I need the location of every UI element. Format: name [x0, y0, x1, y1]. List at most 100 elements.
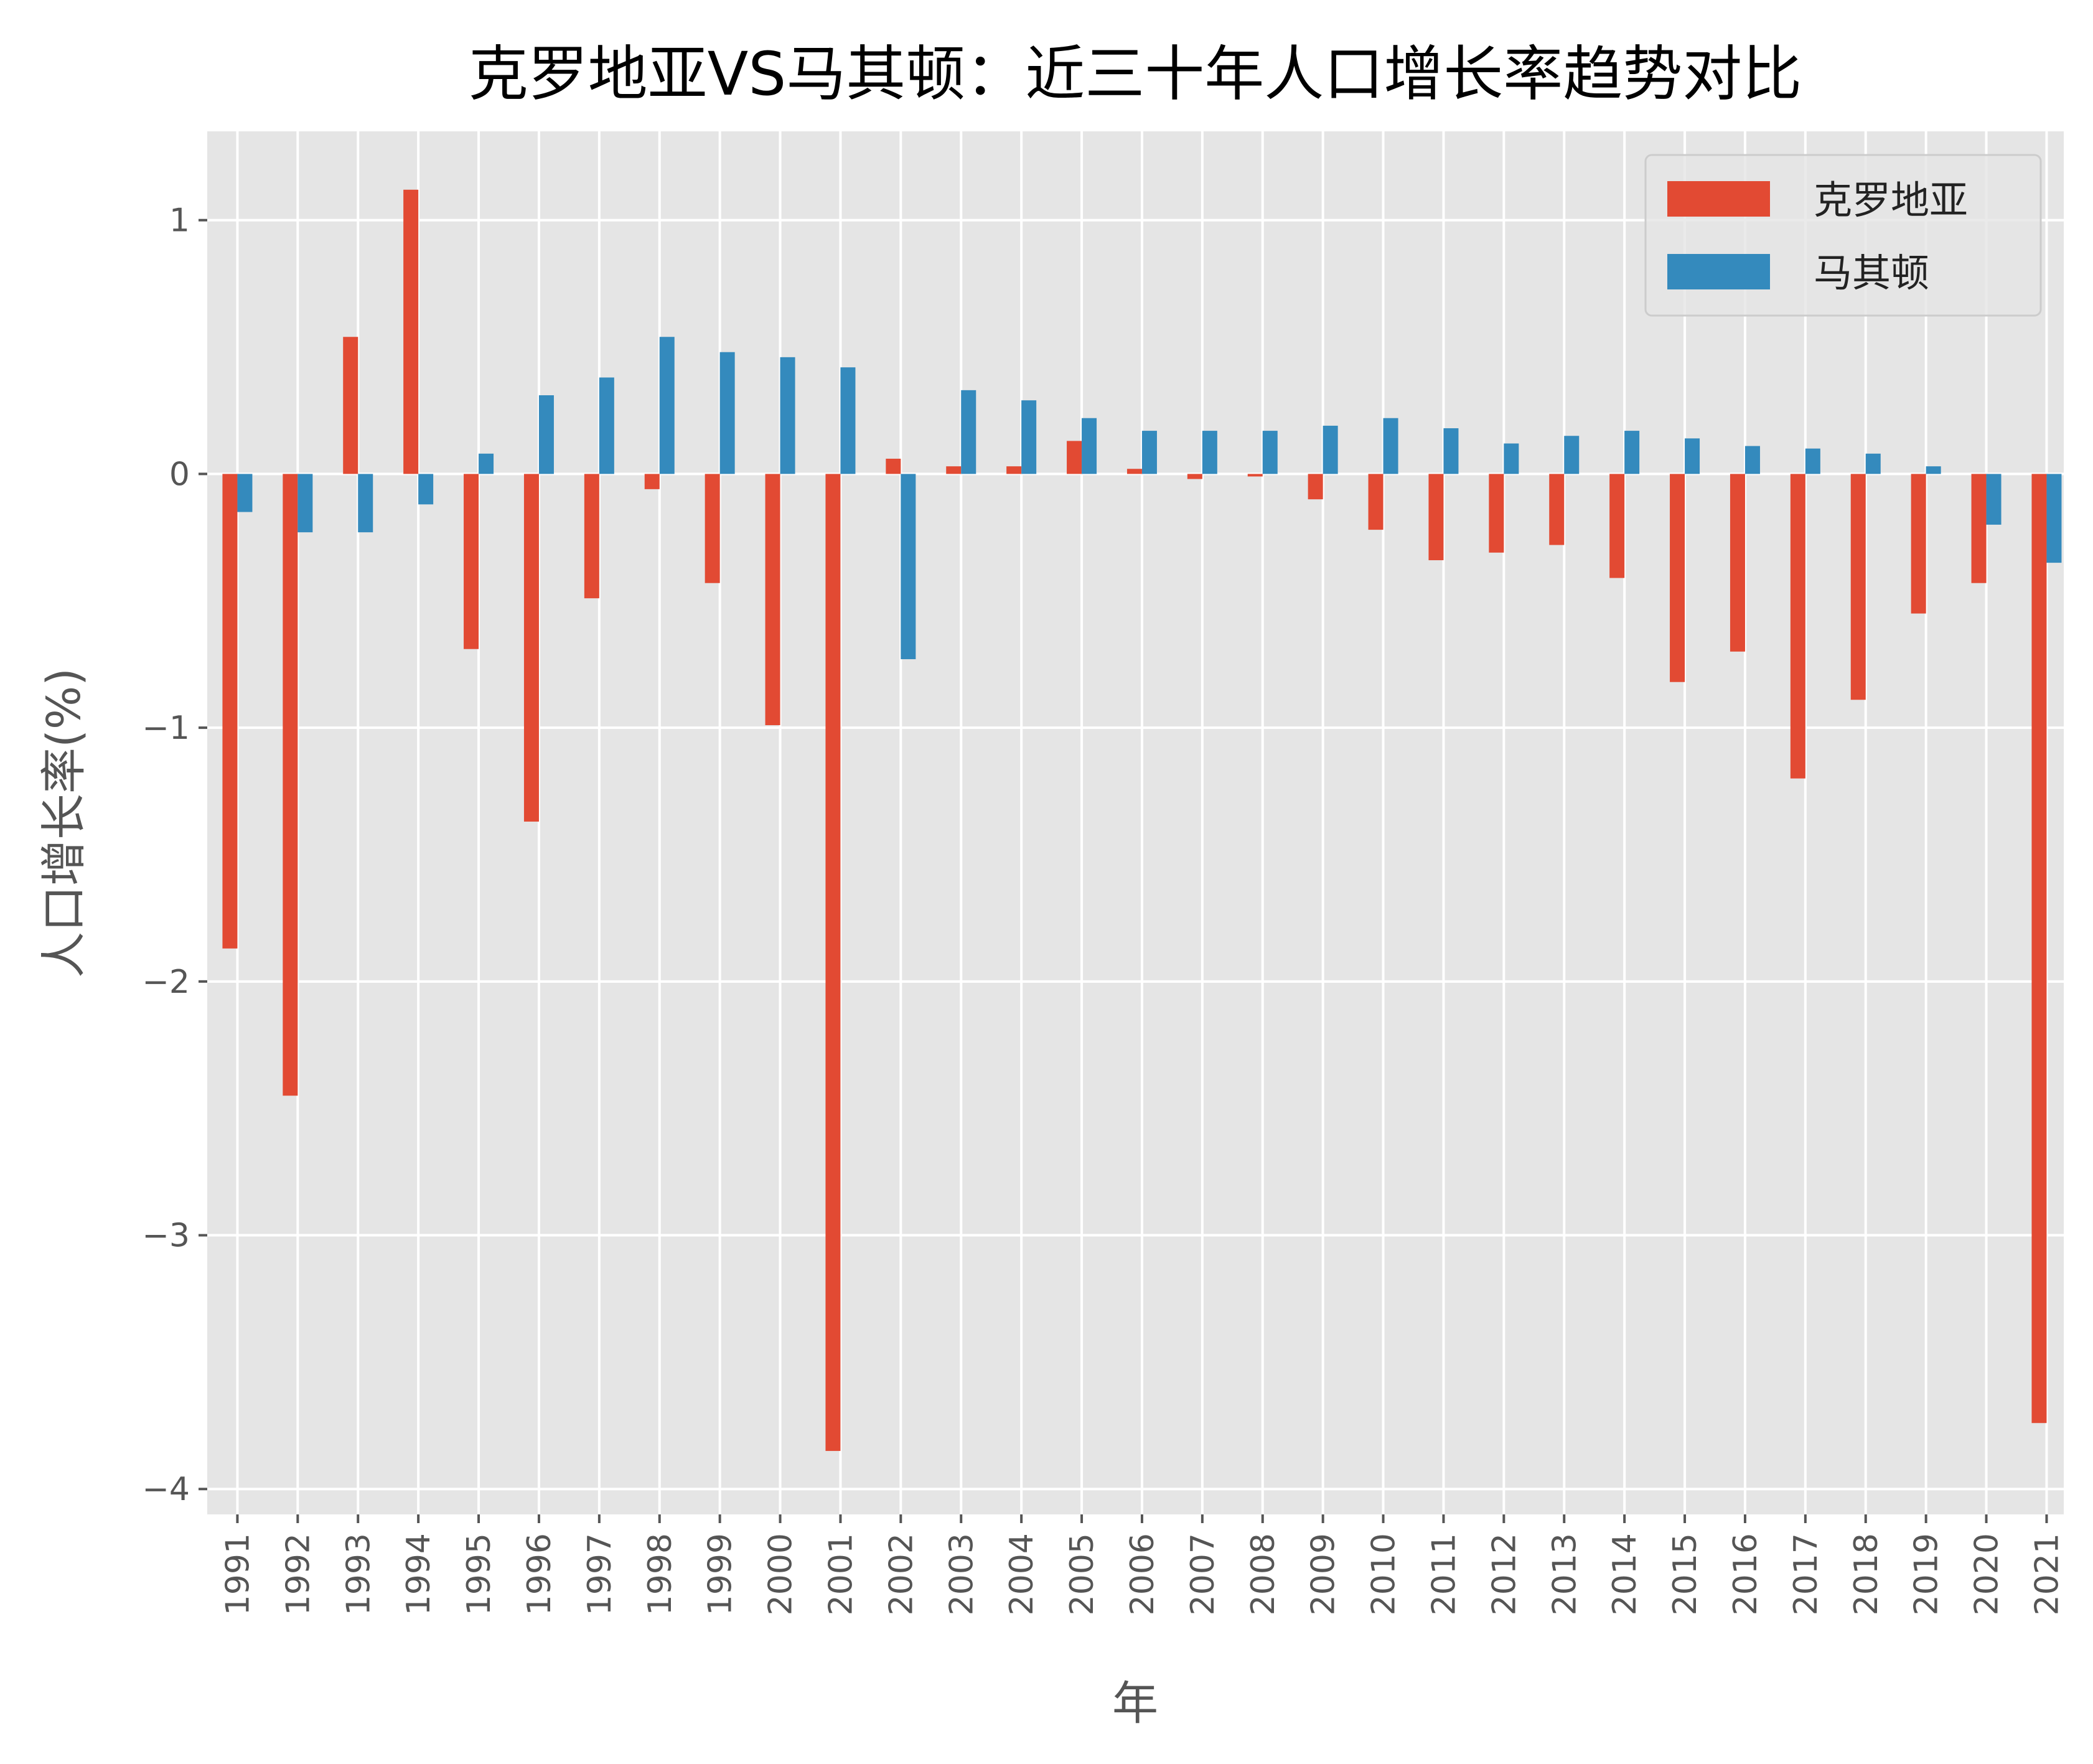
bar-croatia-2018 — [1850, 474, 1866, 700]
y-tick-label: −4 — [142, 1471, 190, 1508]
chart-title: 克罗地亚VS马其顿：近三十年人口增长率趋势对比 — [469, 39, 1802, 109]
bar-croatia-2021 — [2031, 474, 2047, 1424]
bar-macedonia-2001 — [840, 367, 856, 474]
bar-croatia-1994 — [403, 189, 419, 474]
bar-macedonia-2011 — [1443, 428, 1459, 474]
x-tick-label: 2004 — [1003, 1533, 1041, 1615]
y-tick-label: −2 — [142, 964, 190, 1001]
bar-croatia-2008 — [1247, 474, 1263, 477]
x-tick-label: 1994 — [400, 1533, 438, 1615]
bar-macedonia-2014 — [1624, 431, 1640, 474]
y-tick-label: −3 — [142, 1217, 190, 1255]
bar-macedonia-2006 — [1141, 431, 1157, 474]
x-tick-label: 2003 — [943, 1533, 980, 1615]
x-tick-label: 2012 — [1486, 1533, 1523, 1615]
bar-croatia-2010 — [1368, 474, 1384, 530]
x-tick-label: 2000 — [762, 1533, 800, 1615]
bar-macedonia-2009 — [1323, 425, 1338, 474]
x-tick-label: 2019 — [1908, 1533, 1946, 1615]
x-tick-label: 2018 — [1848, 1533, 1885, 1615]
bar-croatia-2002 — [886, 458, 901, 474]
bar-croatia-2001 — [825, 474, 841, 1452]
bar-macedonia-2015 — [1685, 438, 1700, 474]
bar-croatia-2014 — [1609, 474, 1625, 578]
x-tick-label: 2008 — [1245, 1533, 1282, 1615]
bar-macedonia-1994 — [418, 474, 434, 505]
bar-croatia-1998 — [644, 474, 660, 489]
bar-croatia-2015 — [1670, 474, 1685, 682]
legend-label-macedonia: 马其顿 — [1814, 250, 1929, 296]
bar-croatia-2009 — [1308, 474, 1323, 500]
bar-macedonia-1998 — [659, 337, 675, 474]
bar-macedonia-2002 — [901, 474, 916, 660]
y-tick-label: 1 — [169, 202, 190, 240]
bar-croatia-2003 — [946, 466, 962, 474]
bar-macedonia-2004 — [1021, 400, 1037, 474]
y-axis-ticks: 1 0 −1 −2 −3 −4 — [142, 202, 207, 1508]
bar-macedonia-1997 — [599, 377, 614, 474]
x-tick-label: 1997 — [581, 1533, 619, 1615]
bar-macedonia-2005 — [1082, 418, 1097, 474]
bar-croatia-2016 — [1730, 474, 1745, 652]
bar-macedonia-2018 — [1865, 453, 1881, 474]
x-tick-label: 2010 — [1365, 1533, 1403, 1615]
bar-macedonia-1991 — [237, 474, 253, 512]
y-axis-title: 人口增长率(%) — [37, 668, 91, 978]
bar-macedonia-1995 — [479, 453, 494, 474]
x-tick-label: 2009 — [1305, 1533, 1342, 1615]
x-tick-label: 2016 — [1727, 1533, 1764, 1615]
bar-macedonia-2008 — [1262, 431, 1278, 474]
x-tick-label: 1995 — [461, 1533, 498, 1615]
bar-macedonia-2007 — [1202, 431, 1217, 474]
x-tick-label: 2011 — [1425, 1533, 1463, 1615]
x-tick-label: 2017 — [1787, 1533, 1825, 1615]
bar-macedonia-2021 — [2046, 474, 2062, 563]
x-tick-label: 2006 — [1124, 1533, 1161, 1615]
legend-swatch-macedonia — [1667, 254, 1770, 289]
bar-croatia-1993 — [343, 337, 358, 474]
bar-croatia-1992 — [283, 474, 298, 1096]
bar-macedonia-2016 — [1744, 446, 1760, 474]
x-tick-label: 2007 — [1184, 1533, 1222, 1615]
bar-croatia-2020 — [1971, 474, 1987, 583]
x-tick-label: 2020 — [1969, 1533, 2006, 1615]
bar-macedonia-1993 — [358, 474, 373, 533]
x-tick-label: 2014 — [1606, 1533, 1644, 1615]
bar-macedonia-2003 — [961, 390, 976, 474]
x-axis-title: 年 — [1112, 1677, 1158, 1730]
x-tick-label: 2021 — [2028, 1533, 2066, 1615]
bar-macedonia-2010 — [1383, 418, 1398, 474]
bar-croatia-1999 — [705, 474, 720, 583]
bar-croatia-2011 — [1428, 474, 1444, 561]
bar-croatia-2007 — [1187, 474, 1202, 479]
x-axis-ticks: 1991 1992 1993 1994 1995 1996 1997 1998 1999 2000… — [219, 1514, 2066, 1615]
x-tick-label: 1991 — [219, 1533, 256, 1615]
bar-macedonia-1999 — [719, 352, 735, 474]
bar-croatia-2017 — [1790, 474, 1805, 779]
bar-macedonia-1996 — [538, 395, 554, 474]
x-tick-label: 2015 — [1667, 1533, 1704, 1615]
grid-lines — [207, 131, 2064, 1514]
bar-croatia-1996 — [523, 474, 539, 822]
bar-croatia-1997 — [584, 474, 599, 599]
bar-croatia-1991 — [222, 474, 238, 949]
bar-macedonia-1992 — [297, 474, 313, 533]
x-tick-label: 2002 — [883, 1533, 920, 1615]
bar-macedonia-2017 — [1805, 448, 1820, 474]
y-tick-label: 0 — [169, 456, 190, 493]
bar-macedonia-2013 — [1564, 436, 1580, 474]
x-tick-label: 1992 — [279, 1533, 317, 1615]
bar-macedonia-2019 — [1926, 466, 1941, 474]
x-tick-label: 2005 — [1064, 1533, 1101, 1615]
bar-croatia-2012 — [1489, 474, 1504, 553]
bar-croatia-2013 — [1549, 474, 1565, 545]
x-tick-label: 1996 — [521, 1533, 558, 1615]
x-tick-label: 1993 — [340, 1533, 377, 1615]
bar-croatia-2004 — [1006, 466, 1022, 474]
bar-macedonia-2000 — [780, 357, 795, 474]
legend-swatch-croatia — [1667, 181, 1770, 217]
legend-label-croatia: 克罗地亚 — [1814, 177, 1968, 223]
plot-area — [207, 131, 2064, 1514]
bar-croatia-2006 — [1126, 469, 1142, 474]
legend: 克罗地亚 马其顿 — [1644, 154, 2042, 317]
